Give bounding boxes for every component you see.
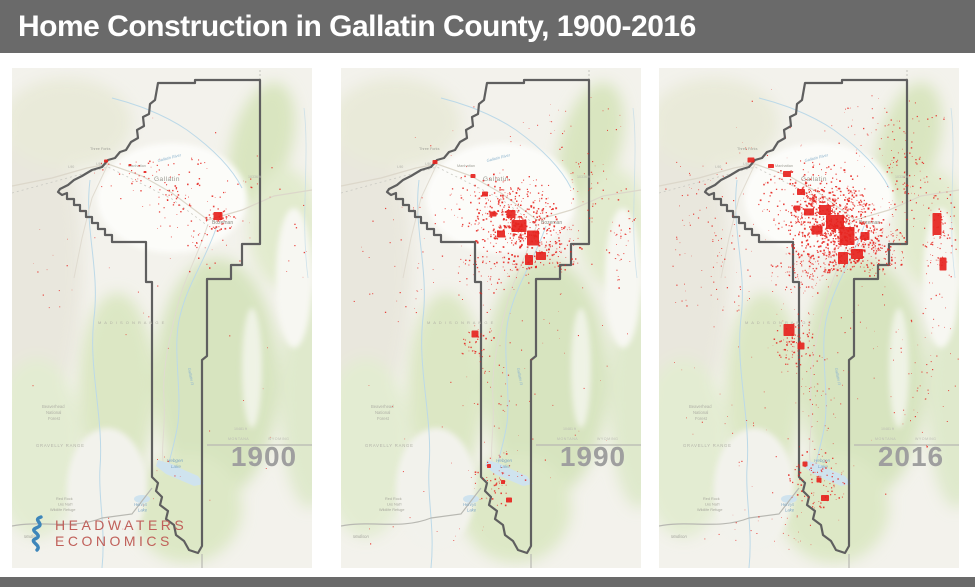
map-image-2016: 2016 [659,68,959,568]
map-image-1900: 1900 [12,68,312,568]
map-image-1990: 1990 [341,68,641,568]
year-label-1990: 1990 [560,441,626,472]
map-panel-2016: 2016 [659,68,959,568]
headwaters-economics-logo: HEADWATERS ECONOMICS [26,514,187,554]
bottom-bar [0,577,975,587]
year-label-2016: 2016 [878,441,944,472]
logo-line-1: HEADWATERS [55,517,188,534]
home-dots-2016 [665,89,959,550]
map-panel-1900: 1900 HEADWATERS ECONOMICS [12,68,312,568]
river-squiggle-icon [31,515,43,552]
title-bar: Home Construction in Gallatin County, 19… [0,0,975,53]
logo-line-2: ECONOMICS [55,533,173,549]
home-dots-1900 [32,117,307,530]
home-dots-1990 [353,97,636,545]
page-title: Home Construction in Gallatin County, 19… [18,9,696,43]
year-label-1900: 1900 [231,441,297,472]
map-panel-1990: 1990 [341,68,641,568]
logo-text: HEADWATERS ECONOMICS [55,518,187,549]
